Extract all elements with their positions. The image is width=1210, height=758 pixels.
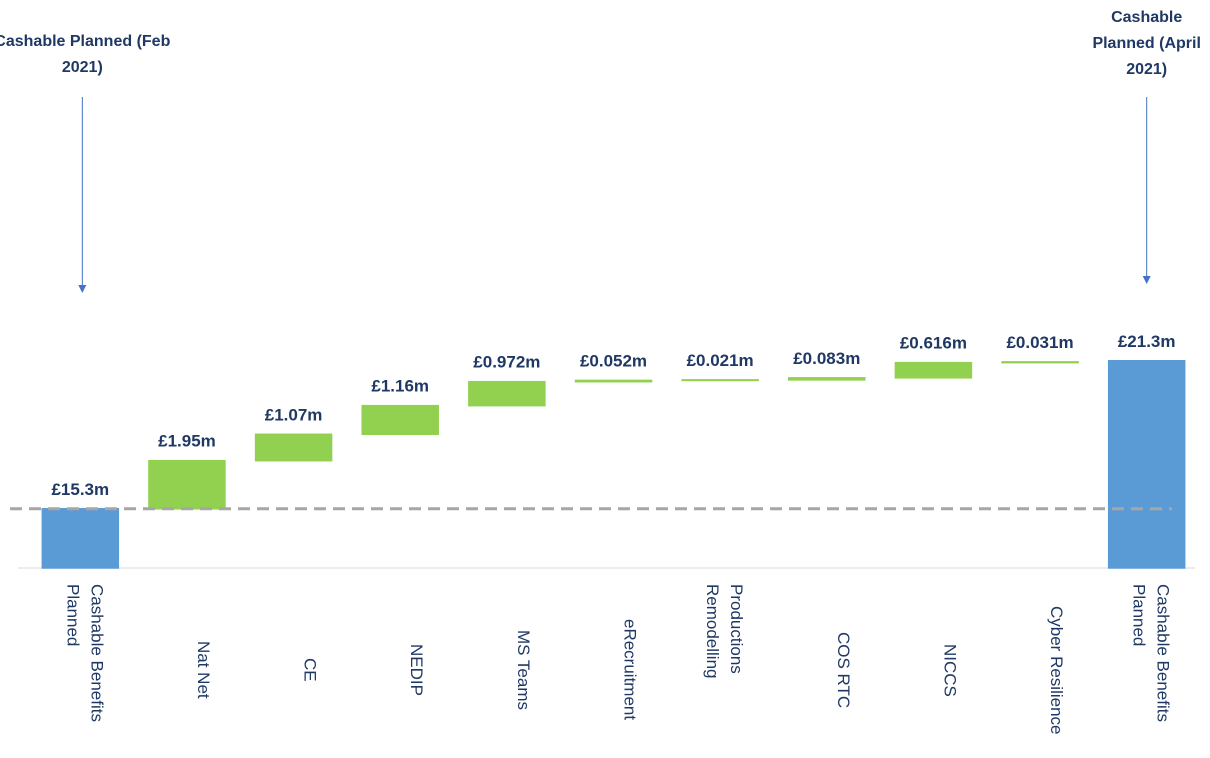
- value-label: £0.616m: [900, 334, 967, 353]
- bar: [1001, 361, 1079, 364]
- x-tick-label: NEDIP: [407, 644, 427, 696]
- arrow-head: [78, 285, 87, 293]
- bar: [468, 380, 546, 407]
- x-tick-label: NICCS: [940, 643, 960, 697]
- annotation: Cashable Planned (April 2021): [1092, 9, 1201, 78]
- x-tick-label: CE: [300, 658, 320, 682]
- bar: [681, 379, 759, 382]
- value-label: £0.031m: [1006, 333, 1073, 352]
- value-label: £0.021m: [687, 351, 754, 370]
- value-label: £0.972m: [473, 353, 540, 372]
- bar: [574, 379, 653, 383]
- x-tick-label: MS Teams: [513, 630, 533, 710]
- x-tick-label: Cashable Benefits Planned: [1129, 584, 1173, 722]
- value-label: £1.16m: [371, 377, 429, 396]
- value-label: £21.3m: [1118, 332, 1176, 351]
- arrow-head: [1142, 276, 1151, 284]
- x-tick-label: Productions Remodelling: [703, 584, 747, 679]
- x-tick-label: Cyber Resilience: [1047, 605, 1067, 735]
- value-label: £0.052m: [580, 351, 647, 370]
- x-tick-label: Nat Net: [193, 641, 213, 699]
- x-tick-label: Cashable Benefits Planned: [63, 584, 107, 722]
- value-label: £1.07m: [265, 405, 323, 424]
- bar: [361, 404, 439, 436]
- bar: [148, 459, 226, 510]
- bar: [894, 361, 973, 379]
- x-tick-label: COS RTC: [833, 631, 853, 709]
- value-label: £15.3m: [51, 480, 109, 499]
- annotation: Cashable Planned (Feb 2021): [0, 33, 171, 76]
- bar: [41, 508, 120, 569]
- value-label: £0.083m: [793, 349, 860, 368]
- bar: [1107, 360, 1186, 569]
- bar: [254, 433, 333, 462]
- value-label: £1.95m: [158, 432, 216, 451]
- x-tick-label: eRecruitment: [620, 619, 640, 721]
- bar: [788, 377, 866, 381]
